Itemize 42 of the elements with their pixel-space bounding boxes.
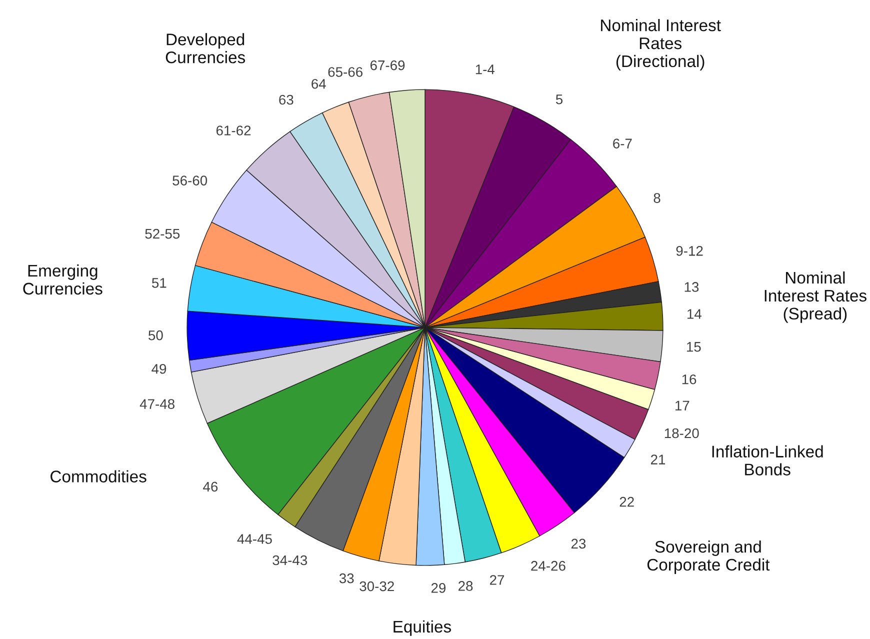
slice-label: 56-60	[172, 176, 208, 186]
text: Nominal Interest Rates (Spread)	[764, 271, 866, 323]
slice-label: 64	[312, 78, 326, 89]
text: Inflation-Linked Bonds	[712, 445, 823, 476]
slice-label: 46	[203, 482, 218, 492]
slice-label: 8	[654, 193, 660, 203]
slice-label: 16	[682, 374, 696, 384]
slice-label: 18-20	[664, 428, 699, 438]
text: Emerging Currencies	[23, 264, 102, 295]
slice-label: 63	[279, 94, 294, 105]
slice-label: 33	[339, 573, 354, 584]
slice-label: 27	[490, 575, 504, 585]
slice-label: 14	[688, 309, 702, 319]
slice-label: 34-43	[272, 555, 308, 566]
slice-label: 65-66	[328, 67, 362, 77]
slice-label: 29	[431, 583, 446, 593]
text: Equities	[394, 620, 451, 636]
slice-label: 49	[152, 364, 166, 374]
text: Commodities	[50, 470, 146, 482]
slice-label: 17	[675, 400, 690, 410]
slice-label: 21	[650, 454, 666, 464]
slice-label: 52-55	[145, 228, 180, 239]
slice-label: 44-45	[237, 534, 272, 544]
slice-label: 61-62	[216, 126, 251, 136]
slice-label: 50	[148, 330, 163, 340]
slice-label: 5	[556, 94, 563, 104]
slice-label: 6-7	[613, 138, 632, 148]
slice-label: 67-69	[370, 60, 405, 70]
slice-label: 28	[458, 581, 473, 591]
text: Developed Currencies	[166, 33, 246, 64]
slice-label: 22	[620, 496, 634, 507]
slice-label: 15	[686, 342, 701, 352]
slice-label: 9-12	[676, 246, 703, 256]
slice-label: 23	[571, 538, 586, 549]
slice-label: 30-32	[360, 581, 394, 592]
slice-label: 13	[684, 282, 699, 292]
text: Nominal Interest Rates (Directional)	[601, 19, 721, 70]
slice-label: 47-48	[140, 399, 174, 409]
slice-label: 24-26	[531, 560, 566, 571]
text: Sovereign and Corporate Credit	[647, 540, 770, 574]
slice-label: 1-4	[476, 64, 495, 74]
slice-label: 51	[152, 278, 166, 288]
